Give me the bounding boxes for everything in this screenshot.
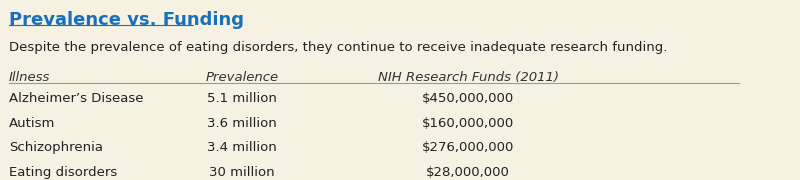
Text: Alzheimer’s Disease: Alzheimer’s Disease (9, 92, 143, 105)
Text: Despite the prevalence of eating disorders, they continue to receive inadequate : Despite the prevalence of eating disorde… (9, 40, 667, 54)
Text: NIH Research Funds (2011): NIH Research Funds (2011) (378, 71, 558, 84)
Text: Prevalence: Prevalence (206, 71, 278, 84)
Text: 30 million: 30 million (210, 166, 275, 179)
Text: 5.1 million: 5.1 million (207, 92, 277, 105)
Text: Schizophrenia: Schizophrenia (9, 141, 103, 154)
Text: $28,000,000: $28,000,000 (426, 166, 510, 179)
Text: 3.6 million: 3.6 million (207, 117, 277, 130)
Text: $160,000,000: $160,000,000 (422, 117, 514, 130)
Text: Eating disorders: Eating disorders (9, 166, 117, 179)
Text: Prevalence vs. Funding: Prevalence vs. Funding (9, 11, 244, 29)
Text: Autism: Autism (9, 117, 55, 130)
Text: $450,000,000: $450,000,000 (422, 92, 514, 105)
Text: $276,000,000: $276,000,000 (422, 141, 514, 154)
Text: Illness: Illness (9, 71, 50, 84)
Text: 3.4 million: 3.4 million (207, 141, 277, 154)
